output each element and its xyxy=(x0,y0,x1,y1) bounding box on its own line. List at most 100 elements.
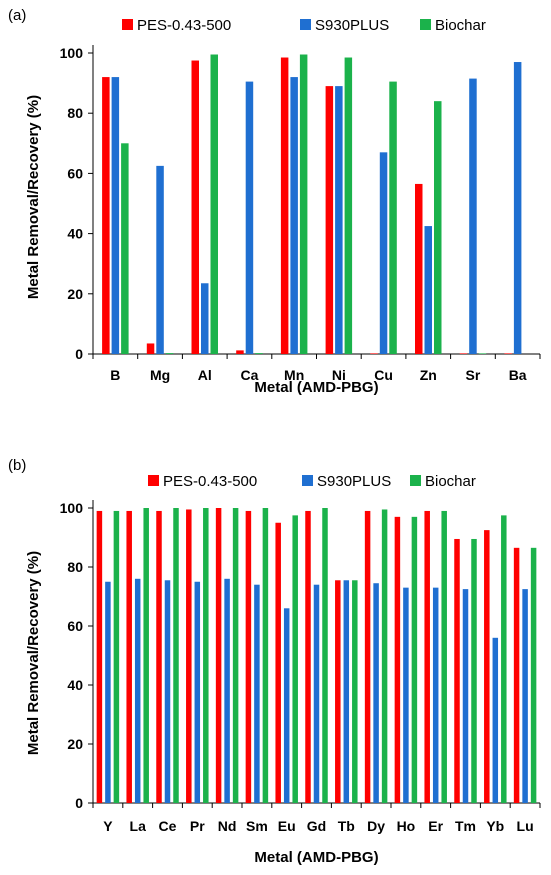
bar-s930plus-nd xyxy=(224,578,230,803)
x-tick-label: Pr xyxy=(190,818,205,834)
y-tick-label: 100 xyxy=(60,45,84,61)
x-tick-label: Cu xyxy=(374,367,393,383)
bar-pes-0-43-500-tm xyxy=(454,538,460,803)
y-axis-title: Metal Removal/Recovery (%) xyxy=(25,95,42,299)
bar-pes-0-43-500-mn xyxy=(280,57,289,354)
bar-biochar-ca xyxy=(255,353,263,354)
bar-pes-0-43-500-dy xyxy=(364,510,371,803)
bar-pes-0-43-500-y xyxy=(96,510,103,803)
bar-biochar-ho xyxy=(411,516,418,803)
legend-swatch xyxy=(300,19,311,30)
y-tick-label: 20 xyxy=(67,286,83,302)
x-tick-label: Ca xyxy=(240,367,258,383)
x-tick-label: Yb xyxy=(486,818,504,834)
x-tick-label: Lu xyxy=(517,818,534,834)
x-tick-label: Sm xyxy=(246,818,268,834)
y-tick-label: 40 xyxy=(67,677,83,693)
bar-biochar-ni xyxy=(344,57,353,354)
x-axis-title: Metal (AMD-PBG) xyxy=(254,849,378,866)
bar-s930plus-b xyxy=(111,77,120,354)
y-tick-label: 0 xyxy=(75,346,83,362)
bar-biochar-gd xyxy=(322,508,328,803)
y-tick-label: 40 xyxy=(67,226,83,242)
bar-pes-0-43-500-ba xyxy=(504,353,512,354)
bar-s930plus-eu xyxy=(283,608,290,803)
x-tick-label: La xyxy=(130,818,147,834)
bar-pes-0-43-500-mg xyxy=(146,343,155,354)
bar-s930plus-ce xyxy=(164,580,171,803)
bar-s930plus-cu xyxy=(379,152,388,354)
x-tick-label: Sr xyxy=(466,367,481,383)
x-tick-label: Ni xyxy=(332,367,346,383)
bar-s930plus-dy xyxy=(373,583,379,803)
legend-swatch xyxy=(148,475,159,486)
bar-biochar-ce xyxy=(173,508,179,803)
bar-s930plus-la xyxy=(134,578,141,803)
bar-pes-0-43-500-er xyxy=(424,510,430,803)
x-tick-label: Tb xyxy=(338,818,355,834)
bar-s930plus-lu xyxy=(522,589,528,803)
bar-biochar-mn xyxy=(299,54,308,354)
x-tick-label: Tm xyxy=(455,818,476,834)
bar-pes-0-43-500-tb xyxy=(335,580,341,803)
bar-s930plus-ni xyxy=(335,86,343,355)
bar-biochar-cu xyxy=(389,81,397,354)
legend-swatch xyxy=(410,475,421,486)
bar-pes-0-43-500-gd xyxy=(305,510,311,803)
bar-s930plus-er xyxy=(432,587,439,803)
bar-biochar-zn xyxy=(434,101,442,354)
legend-swatch xyxy=(302,475,313,486)
bar-biochar-mg xyxy=(165,353,174,354)
bar-s930plus-tb xyxy=(343,580,350,803)
legend-entry: Biochar xyxy=(425,473,476,490)
bar-pes-0-43-500-la xyxy=(126,510,132,803)
y-tick-label: 60 xyxy=(67,165,83,181)
bar-pes-0-43-500-eu xyxy=(275,522,281,803)
bar-s930plus-ca xyxy=(245,81,254,354)
bar-s930plus-pr xyxy=(194,581,201,803)
bar-s930plus-tm xyxy=(462,589,469,803)
bar-biochar-sm xyxy=(262,508,269,803)
bar-s930plus-mg xyxy=(156,165,164,354)
bar-pes-0-43-500-ho xyxy=(394,516,401,803)
bar-pes-0-43-500-ce xyxy=(156,510,162,803)
y-tick-label: 60 xyxy=(67,618,83,634)
legend-entry: S930PLUS xyxy=(317,473,391,490)
bar-s930plus-zn xyxy=(424,226,432,354)
bar-pes-0-43-500-ni xyxy=(325,86,334,355)
y-axis-title: Metal Removal/Recovery (%) xyxy=(25,551,42,755)
bar-pes-0-43-500-lu xyxy=(513,547,520,803)
bar-biochar-b xyxy=(121,143,129,354)
bar-biochar-y xyxy=(113,510,120,803)
panel-label: (b) xyxy=(8,457,26,474)
bar-biochar-sr xyxy=(478,353,487,354)
chart-panel-b: (b) 0 20 40 60 80 100 Metal Removal/Recovery (%… xyxy=(8,457,541,866)
bar-biochar-dy xyxy=(381,509,388,803)
legend-entry: PES-0.43-500 xyxy=(137,17,231,34)
x-tick-label: Al xyxy=(198,367,212,383)
bar-s930plus-mn xyxy=(290,77,298,354)
bar-biochar-nd xyxy=(232,508,239,803)
bar-s930plus-ho xyxy=(403,587,409,803)
bar-biochar-lu xyxy=(530,547,537,803)
x-tick-label: Mn xyxy=(284,367,304,383)
x-tick-label: Mg xyxy=(150,367,170,383)
bar-pes-0-43-500-zn xyxy=(415,183,423,354)
x-axis-title: Metal (AMD-PBG) xyxy=(254,379,378,396)
bar-biochar-er xyxy=(441,510,447,803)
legend-swatch xyxy=(420,19,431,30)
bar-s930plus-sm xyxy=(254,584,260,803)
bar-biochar-la xyxy=(143,508,149,803)
bar-s930plus-al xyxy=(201,283,209,354)
x-tick-label: B xyxy=(110,367,120,383)
x-tick-label: Ce xyxy=(159,818,177,834)
y-tick-label: 20 xyxy=(67,736,83,752)
panel-label: (a) xyxy=(8,7,26,24)
bar-pes-0-43-500-yb xyxy=(484,530,490,803)
y-tick-label: 80 xyxy=(67,559,83,575)
bar-pes-0-43-500-al xyxy=(191,60,199,355)
x-tick-label: Ba xyxy=(509,367,527,383)
bar-s930plus-ba xyxy=(513,62,522,354)
bar-biochar-pr xyxy=(203,508,209,803)
